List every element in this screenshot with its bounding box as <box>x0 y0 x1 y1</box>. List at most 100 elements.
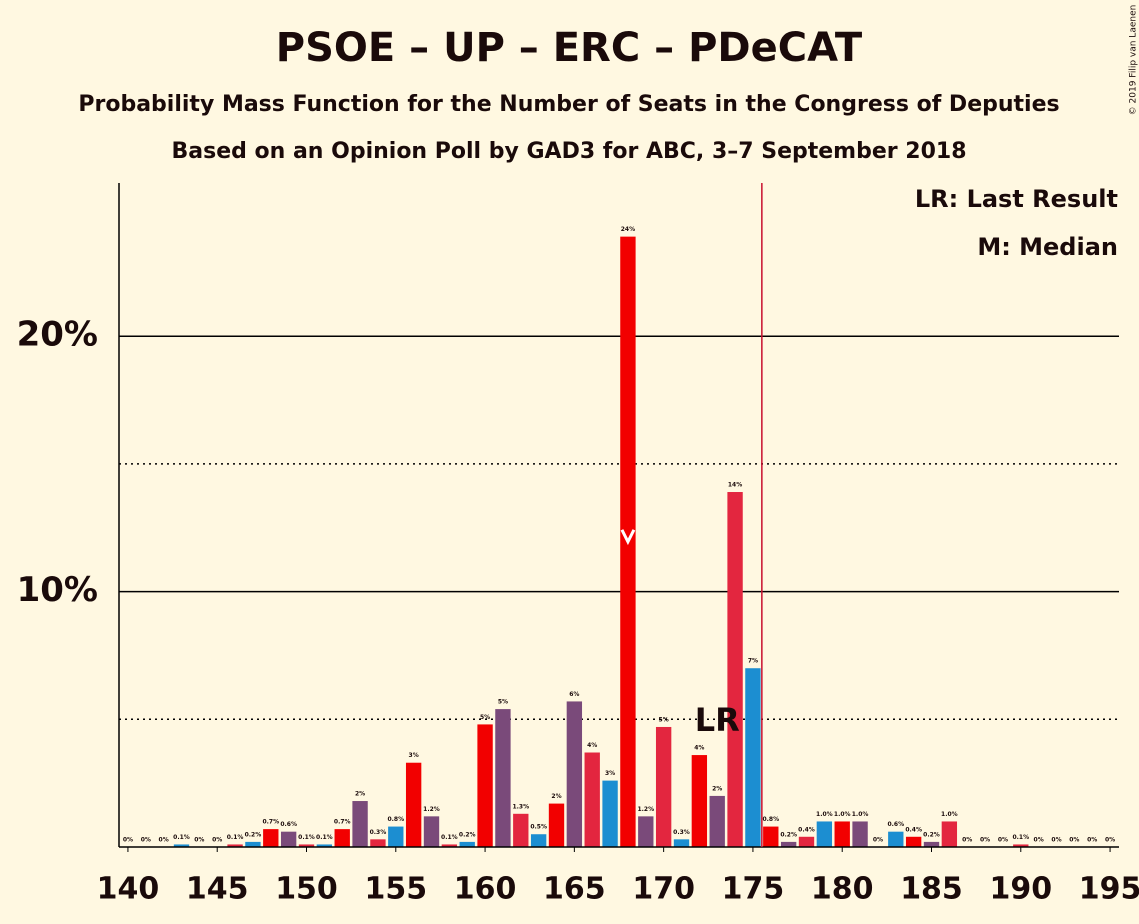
value-label: 0.8% <box>387 816 404 823</box>
chart-subtitle: Based on an Opinion Poll by GAD3 for ABC… <box>171 139 966 164</box>
bar <box>709 795 725 847</box>
bar <box>745 668 761 847</box>
value-label: 0.1% <box>298 834 315 841</box>
bar <box>602 780 618 847</box>
value-label: 5% <box>659 716 669 723</box>
bar <box>798 836 815 847</box>
value-label: 0.1% <box>227 834 244 841</box>
value-label: 0.1% <box>316 834 333 841</box>
bar <box>584 752 600 847</box>
value-label: 4% <box>587 742 597 749</box>
value-label: 0.6% <box>887 821 904 828</box>
value-label: 1.0% <box>816 811 833 818</box>
bar <box>316 844 333 847</box>
x-tick-label: 185 <box>900 872 963 907</box>
value-label: 0% <box>123 837 133 844</box>
bar <box>334 829 350 847</box>
bar <box>727 492 743 847</box>
chart-subtitle: Probability Mass Function for the Number… <box>78 92 1059 117</box>
value-label: 0% <box>998 837 1008 844</box>
bar <box>763 826 779 847</box>
bar <box>370 839 386 847</box>
value-label: 0% <box>962 837 972 844</box>
y-tick-label: 20% <box>17 315 98 355</box>
value-label: 3% <box>409 752 419 759</box>
value-label: 0.3% <box>673 829 690 836</box>
x-tick-label: 145 <box>186 872 249 907</box>
bar <box>388 826 404 847</box>
last-result-label: LR <box>695 701 740 739</box>
bar <box>905 836 922 847</box>
bar <box>923 841 940 847</box>
bar <box>780 841 797 847</box>
value-label: 0.2% <box>923 831 940 838</box>
value-label: 0.7% <box>262 819 279 826</box>
bar <box>816 821 833 847</box>
y-tick-label: 10% <box>17 570 98 610</box>
bar <box>263 829 279 847</box>
value-label: 0.7% <box>334 819 351 826</box>
value-label: 2% <box>355 791 365 798</box>
x-tick-label: 140 <box>97 872 160 907</box>
bar <box>548 803 565 847</box>
bar <box>495 709 511 847</box>
value-label: 24% <box>621 226 635 233</box>
x-tick-label: 160 <box>454 872 517 907</box>
value-label: 7% <box>748 658 758 665</box>
x-tick-label: 155 <box>364 872 427 907</box>
copyright: © 2019 Filip van Laenen <box>1129 5 1139 116</box>
bar <box>1013 844 1029 847</box>
bar <box>227 844 243 847</box>
chart-title: PSOE – UP – ERC – PDeCAT <box>276 25 863 71</box>
value-label: 14% <box>728 482 742 489</box>
value-label: 6% <box>569 691 579 698</box>
value-label: 0.1% <box>1012 834 1029 841</box>
value-label: 4% <box>694 745 704 752</box>
value-label: 0.4% <box>798 826 815 833</box>
value-label: 0% <box>1105 837 1115 844</box>
x-tick-label: 170 <box>632 872 695 907</box>
bar <box>888 831 904 847</box>
x-tick-label: 175 <box>722 872 785 907</box>
value-label: 0.3% <box>370 829 387 836</box>
bar <box>513 813 529 847</box>
bar <box>441 844 458 847</box>
bar <box>280 831 297 847</box>
bar <box>245 841 261 847</box>
bar <box>530 834 547 847</box>
value-label: 0% <box>1069 837 1079 844</box>
value-label: 0.6% <box>280 821 297 828</box>
bar <box>459 841 475 847</box>
bar <box>352 801 368 847</box>
bar <box>477 724 493 847</box>
bar <box>673 839 690 847</box>
value-label: 5% <box>480 714 490 721</box>
value-label: 0% <box>1087 837 1097 844</box>
value-label: 5% <box>498 699 508 706</box>
bar <box>566 701 583 847</box>
x-tick-label: 190 <box>989 872 1052 907</box>
x-tick-label: 195 <box>1079 872 1139 907</box>
bar <box>423 816 440 847</box>
x-tick-label: 165 <box>543 872 606 907</box>
value-label: 2% <box>551 793 561 800</box>
value-label: 0.2% <box>459 831 476 838</box>
bar <box>834 821 850 847</box>
x-tick-label: 150 <box>275 872 338 907</box>
value-label: 0% <box>1051 837 1061 844</box>
bar <box>655 726 672 847</box>
value-label: 0% <box>873 837 883 844</box>
value-label: 0% <box>1034 837 1044 844</box>
value-label: 0.2% <box>245 831 262 838</box>
value-label: 0.2% <box>780 831 797 838</box>
bar <box>405 762 422 847</box>
value-label: 0% <box>212 837 222 844</box>
value-label: 1.2% <box>637 806 654 813</box>
value-label: 0.4% <box>905 826 922 833</box>
bar <box>852 821 868 847</box>
value-label: 1.0% <box>941 811 958 818</box>
bar <box>298 844 315 847</box>
value-label: 0.1% <box>173 834 190 841</box>
value-label: 1.0% <box>834 811 851 818</box>
